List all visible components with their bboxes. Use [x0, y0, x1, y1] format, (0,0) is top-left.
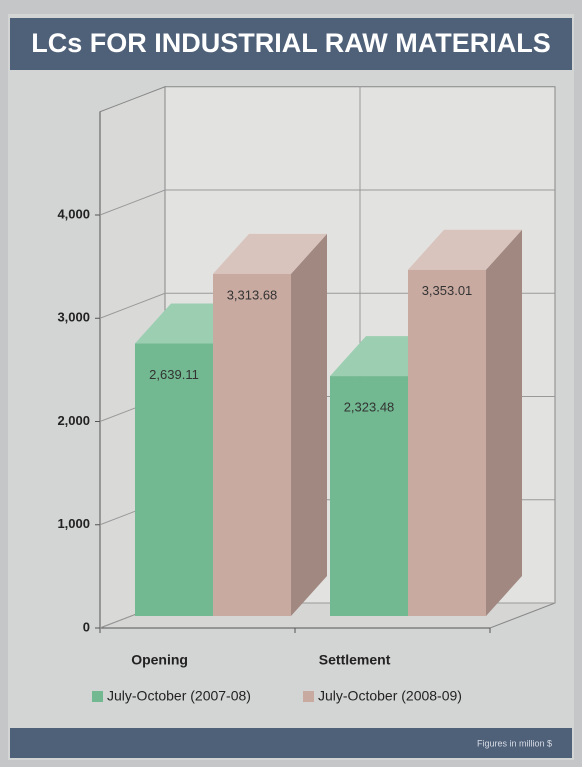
footnote: Figures in million $	[477, 738, 552, 748]
bar	[330, 376, 408, 616]
bar-side	[486, 229, 522, 617]
x-tick-label: Opening	[131, 652, 188, 668]
y-tick-label: 2,000	[57, 413, 90, 428]
legend-swatch	[92, 691, 103, 702]
bar-side	[291, 233, 327, 616]
title-bar	[10, 18, 572, 70]
value-label: 3,353.01	[422, 283, 473, 298]
footer-bar	[10, 728, 572, 758]
y-tick-label: 1,000	[57, 516, 90, 531]
legend-label: July-October (2007-08)	[107, 688, 251, 704]
legend-label: July-October (2008-09)	[318, 688, 462, 704]
bar-top	[408, 229, 522, 270]
x-tick-label: Settlement	[319, 652, 391, 668]
legend-swatch	[303, 691, 314, 702]
grid-line	[99, 189, 555, 216]
bar	[135, 343, 213, 616]
value-label: 2,639.11	[149, 367, 199, 382]
bar	[408, 269, 486, 616]
value-label: 3,313.68	[227, 287, 278, 302]
y-tick-label: 4,000	[57, 206, 90, 221]
chart-title: LCs FOR INDUSTRIAL RAW MATERIALS	[31, 28, 551, 58]
y-tick-label: 0	[83, 619, 90, 634]
value-label: 2,323.48	[344, 400, 395, 415]
y-tick-label: 3,000	[57, 310, 90, 325]
bar	[213, 273, 291, 616]
bar-top	[213, 233, 327, 274]
